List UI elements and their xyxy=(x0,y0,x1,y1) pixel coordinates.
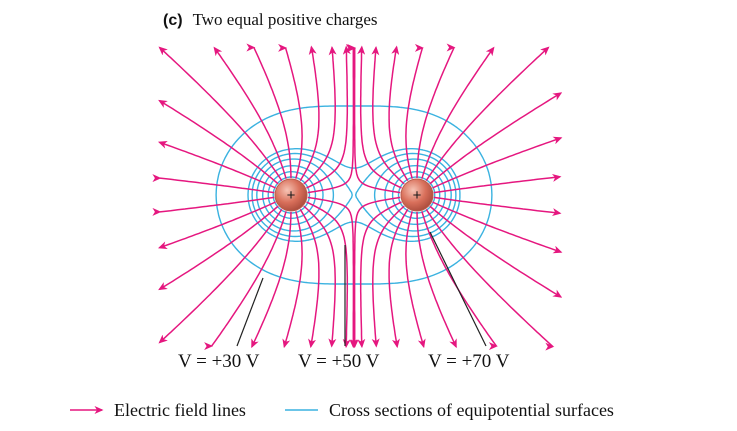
field-line xyxy=(307,46,358,194)
field-line xyxy=(158,46,283,182)
field-line xyxy=(251,211,292,349)
caption-letter: (c) xyxy=(163,12,183,29)
voltage-label-50v: V = +50 V xyxy=(298,351,380,372)
caption-title: Two equal positive charges xyxy=(193,10,378,29)
field-line xyxy=(429,205,563,298)
field-line xyxy=(416,211,457,349)
field-line xyxy=(432,136,563,189)
voltage-label-70v: V = +70 V xyxy=(428,351,510,372)
field-line xyxy=(253,46,292,179)
electric-field-lines xyxy=(157,45,563,349)
field-line xyxy=(421,46,495,179)
field-line xyxy=(303,205,337,348)
left-charge-sign: + xyxy=(287,187,296,204)
field-line xyxy=(213,46,287,179)
field-line xyxy=(432,201,563,254)
field-line xyxy=(299,208,320,349)
legend: Electric field lines Cross sections of e… xyxy=(70,400,614,420)
right-charge: + xyxy=(400,178,434,212)
field-line xyxy=(416,46,455,179)
field-line xyxy=(283,46,303,179)
field-line xyxy=(282,211,303,349)
field-line xyxy=(157,140,276,189)
right-charge-sign: + xyxy=(413,187,422,204)
right-charge-sphere xyxy=(400,178,434,212)
field-line xyxy=(299,45,320,182)
field-line xyxy=(388,45,409,182)
field-line xyxy=(405,46,425,179)
field-line xyxy=(306,45,351,189)
field-line xyxy=(158,208,283,344)
field-line xyxy=(350,46,401,194)
field-line xyxy=(158,99,279,185)
field-line xyxy=(388,208,409,349)
field-line xyxy=(371,46,405,185)
field-line xyxy=(421,211,498,348)
legend-equipotential-label: Cross sections of equipotential surfaces xyxy=(329,400,614,420)
field-line xyxy=(158,196,275,216)
field-line xyxy=(303,46,337,185)
equipotential-contour xyxy=(215,105,493,285)
field-line xyxy=(210,211,287,348)
field-line xyxy=(158,174,275,194)
field-line xyxy=(357,201,402,349)
leader-line-70v xyxy=(429,231,487,347)
field-line xyxy=(157,201,276,250)
field-line xyxy=(429,92,563,185)
legend-field-label: Electric field lines xyxy=(114,400,246,420)
field-line xyxy=(405,211,426,349)
voltage-label-30v: V = +30 V xyxy=(178,351,260,372)
field-line xyxy=(425,208,554,348)
field-line xyxy=(371,205,405,348)
field-line xyxy=(306,201,351,349)
equipotential-contour xyxy=(251,152,457,238)
figure-caption: (c) Two equal positive charges xyxy=(163,10,378,29)
left-charge-sphere xyxy=(274,178,308,212)
field-line xyxy=(350,196,401,349)
field-line xyxy=(433,196,562,217)
field-line xyxy=(357,45,402,189)
equipotential-contour xyxy=(247,148,461,242)
field-line xyxy=(425,46,550,182)
field-line xyxy=(307,196,358,349)
field-line xyxy=(158,205,279,291)
field-line xyxy=(433,173,562,194)
leader-line-30v xyxy=(236,277,264,347)
left-charge: + xyxy=(274,178,308,212)
